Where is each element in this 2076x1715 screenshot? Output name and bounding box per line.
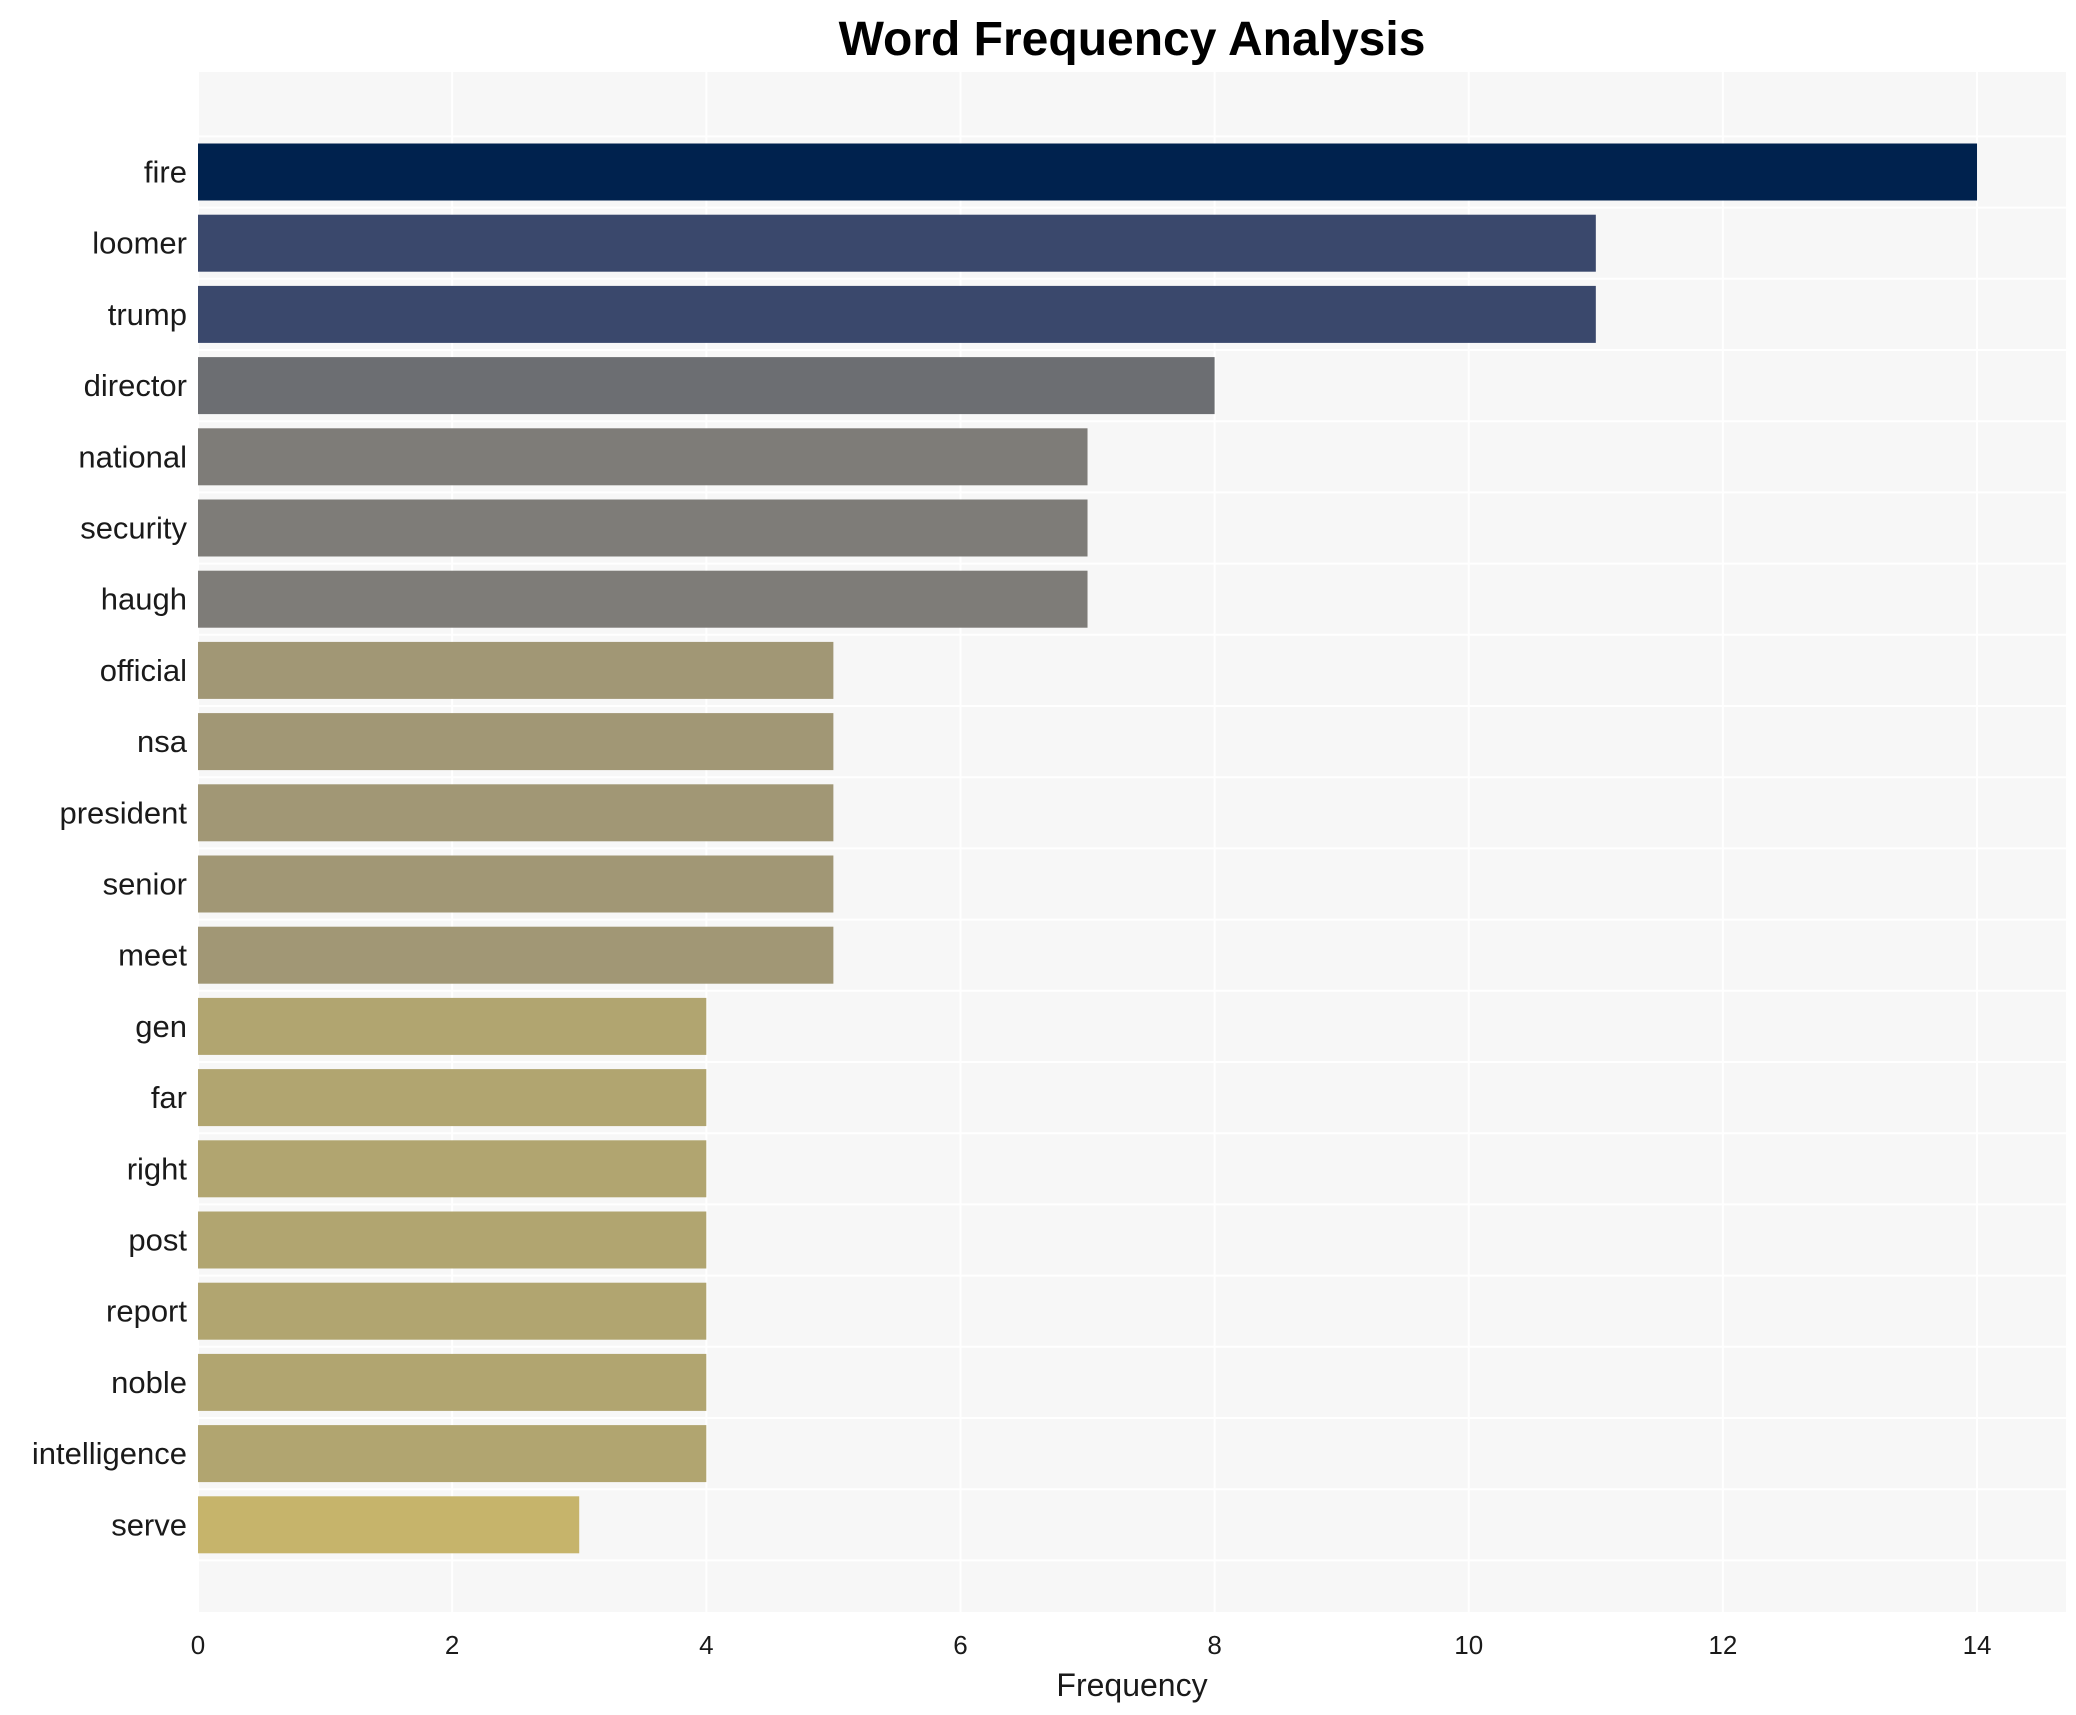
- y-tick-label-post: post: [128, 1223, 187, 1258]
- bar-intelligence: [198, 1425, 707, 1483]
- y-tick-label-far: far: [151, 1080, 187, 1115]
- bar-post: [198, 1211, 707, 1269]
- y-tick-label-report: report: [106, 1294, 187, 1329]
- x-axis-label: Frequency: [1056, 1667, 1207, 1703]
- x-tick-label: 0: [191, 1630, 205, 1660]
- bar-report: [198, 1282, 707, 1340]
- bar-nsa: [198, 713, 834, 771]
- y-tick-label-loomer: loomer: [92, 226, 187, 261]
- y-tick-label-trump: trump: [108, 297, 187, 332]
- x-tick-label: 4: [699, 1630, 713, 1660]
- bar-national: [198, 428, 1088, 486]
- x-tick-label: 8: [1207, 1630, 1221, 1660]
- chart-title: Word Frequency Analysis: [839, 13, 1426, 66]
- bars: [198, 143, 1978, 1554]
- bar-security: [198, 499, 1088, 557]
- x-tick-label: 14: [1963, 1630, 1992, 1660]
- y-tick-label-official: official: [100, 653, 187, 688]
- x-tick-labels: 0 2 4 6 8 10 12 14: [191, 1630, 1992, 1660]
- bar-haugh: [198, 570, 1088, 628]
- bar-trump: [198, 285, 1596, 343]
- y-tick-label-noble: noble: [111, 1365, 187, 1400]
- bar-far: [198, 1069, 707, 1127]
- x-tick-label: 10: [1454, 1630, 1483, 1660]
- bar-senior: [198, 855, 834, 913]
- y-tick-label-gen: gen: [135, 1009, 187, 1044]
- y-tick-labels: fire loomer trump director national security h…: [32, 155, 188, 1543]
- y-tick-label-director: director: [84, 368, 187, 403]
- y-tick-label-nsa: nsa: [137, 724, 188, 759]
- y-tick-label-senior: senior: [103, 867, 187, 902]
- x-tick-label: 12: [1708, 1630, 1737, 1660]
- y-tick-label-fire: fire: [144, 155, 187, 190]
- x-tick-label: 6: [953, 1630, 967, 1660]
- y-tick-label-president: president: [59, 795, 187, 830]
- y-tick-label-security: security: [80, 511, 187, 546]
- bar-official: [198, 641, 834, 699]
- y-tick-label-intelligence: intelligence: [32, 1436, 187, 1471]
- y-tick-label-right: right: [127, 1151, 188, 1186]
- bar-serve: [198, 1496, 580, 1554]
- y-tick-label-haugh: haugh: [101, 582, 187, 617]
- bar-loomer: [198, 214, 1596, 272]
- y-tick-label-meet: meet: [118, 938, 187, 973]
- bar-meet: [198, 926, 834, 984]
- bar-president: [198, 784, 834, 842]
- bar-noble: [198, 1353, 707, 1411]
- y-tick-label-serve: serve: [111, 1507, 187, 1542]
- y-tick-label-national: national: [78, 439, 187, 474]
- bar-director: [198, 357, 1215, 415]
- bar-fire: [198, 143, 1978, 201]
- bar-right: [198, 1140, 707, 1198]
- bar-gen: [198, 997, 707, 1055]
- x-tick-label: 2: [445, 1630, 459, 1660]
